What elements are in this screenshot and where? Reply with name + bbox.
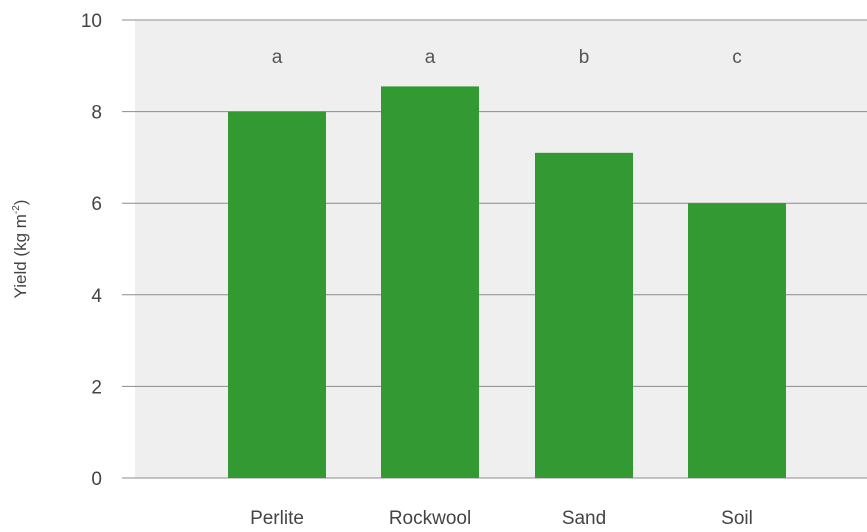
x-axis-ticks: Perlite Rockwool Sand Soil — [250, 508, 753, 529]
y-axis-label-suffix: ) — [11, 200, 30, 206]
bar-rockwool — [381, 86, 479, 478]
y-axis-label-superscript: -2 — [11, 205, 22, 214]
y-axis-label-main: Yield (kg m — [11, 214, 30, 298]
bar-perlite — [228, 111, 326, 478]
y-axis-label: Yield (kg m-2) — [11, 200, 30, 299]
significance-letter: c — [732, 47, 742, 68]
significance-letter: a — [272, 47, 283, 68]
significance-letter: b — [579, 47, 590, 68]
x-tick-label: Sand — [562, 508, 606, 529]
y-tick-label: 8 — [91, 103, 102, 124]
bar-sand — [535, 152, 633, 478]
y-axis-ticks: 0 2 4 6 8 10 — [81, 11, 103, 490]
significance-letter: a — [425, 47, 436, 68]
x-tick-label: Soil — [721, 508, 753, 529]
y-tick-label: 0 — [91, 469, 102, 490]
y-tick-label: 6 — [91, 194, 102, 215]
y-tick-label: 10 — [81, 11, 102, 32]
x-tick-label: Rockwool — [389, 508, 471, 529]
bar-soil — [688, 203, 786, 478]
y-tick-label: 4 — [91, 286, 102, 307]
y-tick-label: 2 — [91, 377, 102, 398]
x-tick-label: Perlite — [250, 508, 304, 529]
bars — [228, 86, 786, 478]
